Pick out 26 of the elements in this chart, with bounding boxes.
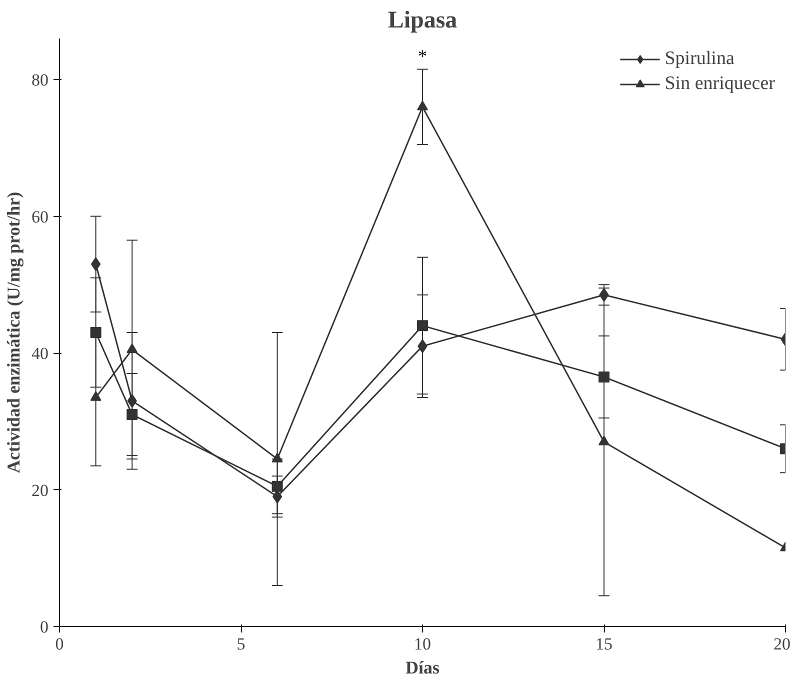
x-tick-label: 10 — [414, 634, 431, 654]
y-tick-label: 40 — [32, 344, 48, 364]
point — [272, 480, 283, 492]
point — [90, 257, 101, 272]
point — [417, 320, 428, 332]
x-tick-label: 0 — [55, 634, 64, 654]
point — [417, 100, 428, 110]
point — [598, 371, 610, 382]
x-axis-title: Días — [406, 658, 440, 678]
point — [126, 409, 138, 420]
point — [598, 436, 610, 446]
y-tick-label: 60 — [32, 207, 48, 226]
legend-label: Sin enriquecer — [664, 73, 775, 95]
y-tick-label: 80 — [32, 70, 48, 90]
legend-label: Spirulina — [664, 48, 734, 70]
point — [272, 452, 283, 462]
x-tick-label: 5 — [236, 634, 246, 654]
y-axis-title: Actividad enzimática (U/mg prot/hr) — [4, 192, 24, 474]
point — [126, 343, 138, 353]
annotation: * — [418, 46, 427, 66]
x-tick-label: 15 — [596, 634, 612, 654]
y-tick-label: 20 — [32, 480, 48, 500]
chart-title: Lipasa — [388, 8, 458, 34]
y-tick-label: 0 — [40, 618, 48, 636]
x-tick-label: 20 — [774, 634, 790, 654]
point — [90, 391, 102, 401]
